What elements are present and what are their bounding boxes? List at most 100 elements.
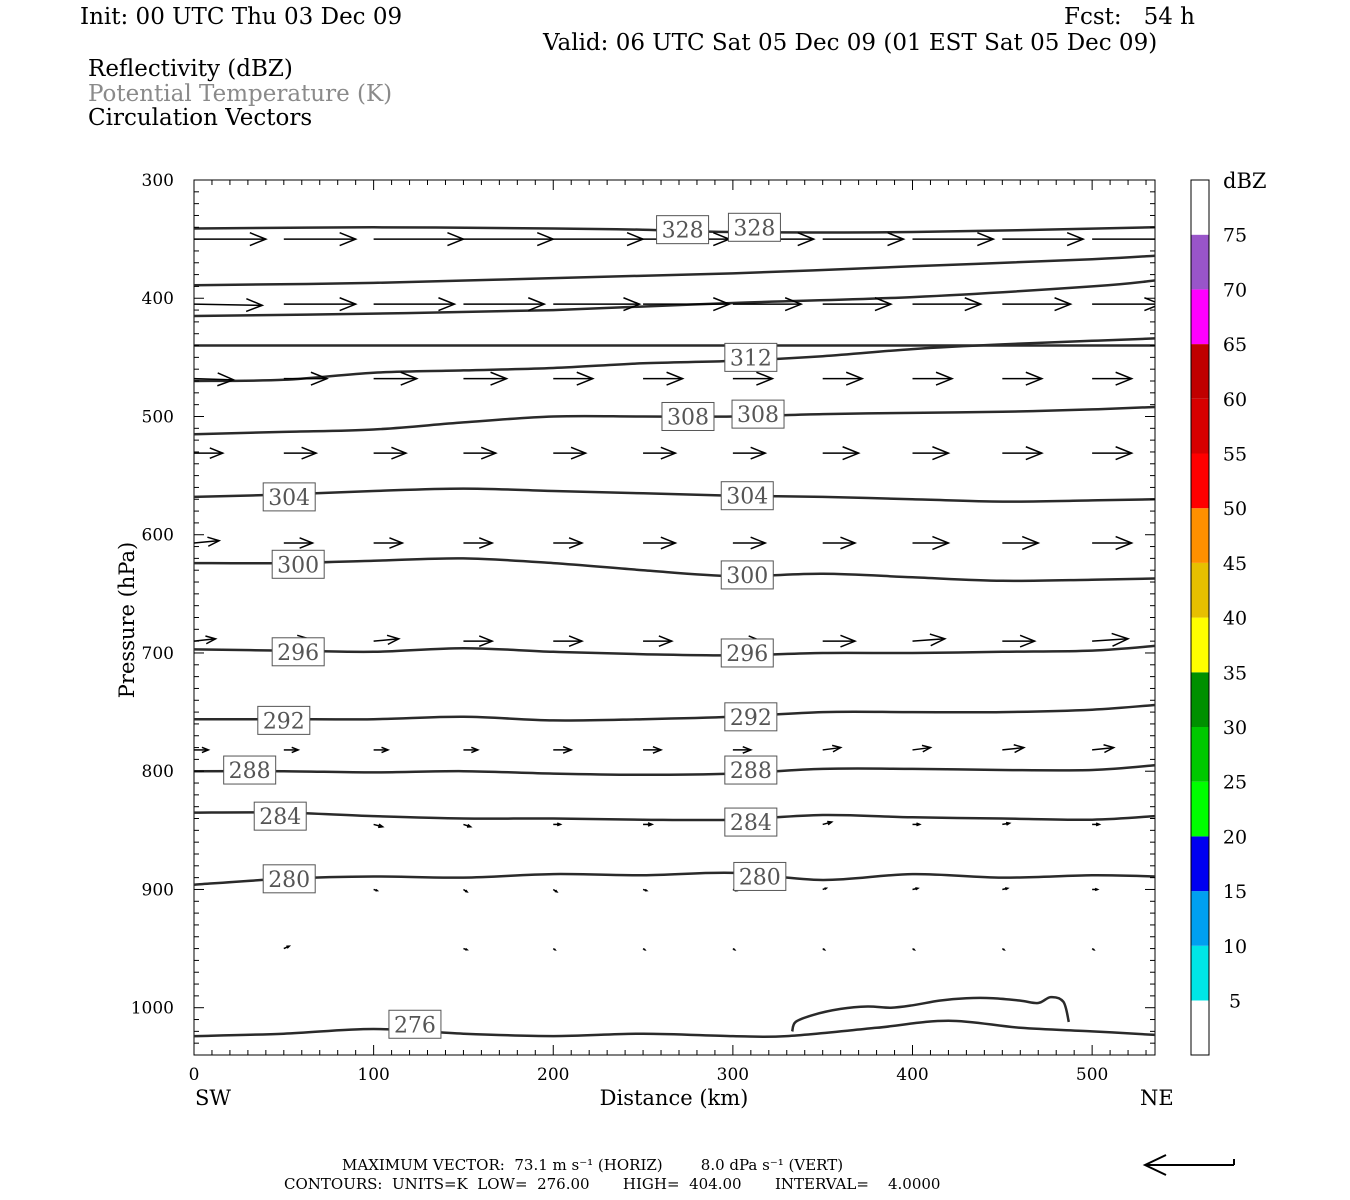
- circulation-vector: [283, 371, 329, 386]
- vector-arrowhead: [733, 948, 737, 951]
- circulation-vector: [1092, 632, 1131, 647]
- circulation-vector: [732, 947, 737, 951]
- y-tick-label: 900: [142, 880, 174, 900]
- circulation-vector: [1002, 821, 1012, 826]
- vector-arrowhead: [471, 746, 480, 754]
- contour-label-text: 308: [737, 403, 779, 428]
- colorbar-tick-label: 55: [1223, 444, 1247, 466]
- vector-arrowhead: [916, 822, 922, 827]
- contour-label-280: 280: [733, 861, 787, 891]
- circulation-vector: [1092, 297, 1155, 312]
- x-endpoint-right: NE: [1140, 1086, 1174, 1110]
- circulation-vector: [643, 822, 655, 827]
- contour-label-box: [720, 638, 774, 668]
- vector-arrowhead: [1162, 233, 1178, 246]
- circulation-vector: [373, 746, 391, 754]
- y-tick-label: 300: [142, 171, 174, 191]
- x-tick-label: 0: [189, 1065, 200, 1085]
- vector-arrowhead: [576, 371, 595, 386]
- contour-label-box: [262, 864, 316, 894]
- vector-shaft: [194, 377, 234, 381]
- vector-arrowhead: [464, 889, 469, 893]
- circulation-vector: [463, 232, 556, 247]
- vector-arrowhead: [301, 446, 319, 460]
- circulation-vector: [194, 297, 265, 313]
- circulation-vector: [463, 635, 495, 648]
- contour-label-text: 276: [394, 1013, 436, 1038]
- circulation-vector: [822, 536, 858, 550]
- vector-arrowhead: [660, 446, 678, 460]
- contour-label-276: 276: [388, 1009, 442, 1039]
- vector-arrowhead: [887, 232, 906, 247]
- vector-shaft: [194, 303, 263, 307]
- vector-arrowhead: [568, 635, 585, 648]
- vector-arrowhead: [823, 948, 827, 951]
- x-axis-title: Distance (km): [600, 1086, 749, 1110]
- vector-arrowhead: [713, 297, 732, 312]
- contour-label-292: 292: [724, 702, 778, 732]
- vector-shaft: [373, 638, 399, 642]
- vector-arrowhead: [570, 446, 588, 460]
- colorbar-swatch: [1191, 617, 1209, 673]
- circulation-vector: [643, 635, 674, 648]
- contour-label-text: 292: [263, 709, 305, 734]
- theta-contour-328: [194, 226, 1155, 234]
- contour-label-304: 304: [720, 481, 774, 511]
- circulation-vector: [1002, 232, 1086, 247]
- vector-arrowhead: [381, 746, 391, 754]
- vector-arrowhead: [391, 446, 408, 460]
- vector-arrowhead: [554, 889, 559, 893]
- contour-label-box: [223, 755, 277, 785]
- circulation-vector: [643, 536, 678, 550]
- circulation-vector: [1002, 446, 1044, 461]
- colorbar-swatch: [1191, 508, 1209, 563]
- colorbar-swatch: [1191, 672, 1209, 727]
- vector-arrowhead: [400, 371, 419, 386]
- vector-arrowhead: [291, 746, 301, 754]
- contour-label-328: 328: [727, 212, 781, 242]
- vector-arrowhead: [1103, 744, 1116, 754]
- circulation-vector: [822, 744, 843, 753]
- circulation-vector: [553, 446, 588, 460]
- vector-arrowhead: [913, 948, 916, 951]
- vector-arrowhead: [286, 945, 292, 949]
- colorbar-tick-label: 5: [1229, 991, 1241, 1013]
- colorbar-tick-label: 10: [1223, 936, 1247, 958]
- colorbar-swatch: [1191, 180, 1209, 235]
- y-tick-label: 500: [142, 407, 174, 427]
- contour-label-text: 288: [229, 759, 271, 784]
- vector-arrowhead: [378, 823, 385, 829]
- circulation-vector: [912, 297, 983, 312]
- vector-arrowhead: [1092, 948, 1096, 951]
- circulation-vector: [912, 535, 951, 551]
- vector-arrowhead: [562, 746, 574, 754]
- circulation-vector: [373, 634, 401, 646]
- circulation-vector: [643, 371, 685, 386]
- circulation-vector: [1002, 744, 1026, 754]
- contour-label-304: 304: [262, 482, 316, 512]
- colorbar-tick-label: 60: [1223, 389, 1247, 411]
- circulation-vector: [1092, 535, 1134, 551]
- vector-shaft: [1092, 638, 1129, 642]
- circulation-vector: [732, 536, 768, 550]
- circulation-vector: [194, 635, 218, 645]
- contour-label-box: [661, 401, 715, 431]
- circulation-vector: [822, 232, 906, 247]
- colorbar-frame: [1190, 179, 1210, 1056]
- vector-arrowhead: [556, 822, 563, 827]
- circulation-vector: [463, 297, 547, 312]
- circulation-vector: [822, 887, 829, 891]
- colorbar-title: dBZ: [1223, 169, 1266, 193]
- field-vectors-label: Circulation Vectors: [88, 105, 313, 131]
- vector-arrowhead: [756, 371, 775, 386]
- circulation-vector: [283, 945, 292, 950]
- contour-label-292: 292: [257, 705, 311, 735]
- valid-time-label: Valid: 06 UTC Sat 05 Dec 09 (01 EST Sat …: [543, 30, 1158, 56]
- circulation-vector: [373, 297, 457, 312]
- vector-shaft: [912, 746, 931, 751]
- contour-label-box: [724, 755, 778, 785]
- circulation-vector: [463, 371, 509, 386]
- vector-arrowhead: [964, 297, 983, 312]
- vector-arrowhead: [1005, 821, 1012, 826]
